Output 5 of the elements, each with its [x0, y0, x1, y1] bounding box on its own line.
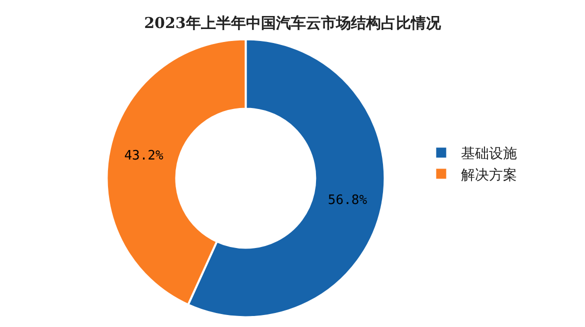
legend-label: 基础设施: [461, 146, 518, 162]
legend-label: 解决方案: [461, 166, 518, 184]
data-label: 43.2%: [124, 148, 164, 164]
data-label: 56.8%: [328, 192, 368, 208]
chart-title: 2023年上半年中国汽车云市场结构占比情况: [144, 14, 442, 32]
